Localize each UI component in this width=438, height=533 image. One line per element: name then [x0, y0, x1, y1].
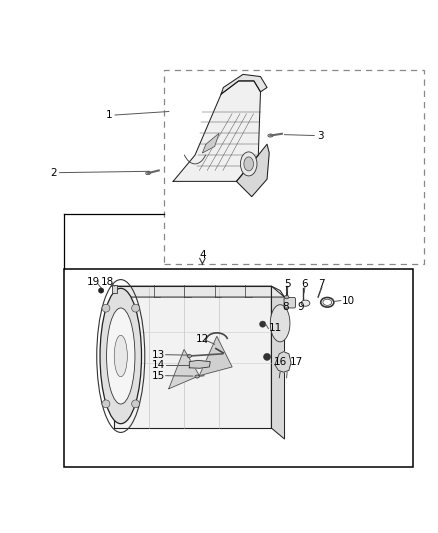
Bar [112, 285, 117, 293]
Polygon shape [275, 352, 291, 372]
Text: 14: 14 [152, 360, 166, 370]
Ellipse shape [100, 288, 141, 424]
Circle shape [102, 400, 110, 408]
Circle shape [264, 353, 271, 360]
FancyBboxPatch shape [284, 297, 295, 308]
Polygon shape [173, 81, 261, 181]
Ellipse shape [323, 299, 332, 305]
Ellipse shape [285, 295, 289, 299]
Bar [164, 70, 424, 264]
Text: 15: 15 [152, 370, 166, 381]
Text: 11: 11 [269, 324, 283, 334]
Ellipse shape [244, 157, 254, 171]
Ellipse shape [301, 300, 310, 306]
Ellipse shape [187, 354, 191, 358]
Ellipse shape [268, 134, 273, 137]
Ellipse shape [270, 305, 290, 342]
Ellipse shape [146, 172, 151, 175]
Text: 8: 8 [283, 302, 289, 312]
Polygon shape [189, 360, 210, 368]
Text: 13: 13 [152, 350, 166, 360]
Text: 3: 3 [317, 131, 324, 141]
Ellipse shape [195, 375, 199, 378]
Circle shape [132, 304, 140, 312]
Text: 7: 7 [318, 279, 325, 289]
Text: 18: 18 [101, 277, 114, 287]
Polygon shape [199, 336, 232, 376]
Ellipse shape [114, 335, 127, 377]
Ellipse shape [106, 308, 135, 404]
Text: 17: 17 [290, 357, 303, 367]
Text: 1: 1 [106, 110, 112, 120]
Polygon shape [237, 144, 269, 197]
Circle shape [132, 400, 140, 408]
Polygon shape [112, 286, 285, 297]
Polygon shape [169, 350, 199, 389]
Text: 16: 16 [274, 357, 287, 367]
Text: 10: 10 [342, 296, 355, 305]
Circle shape [102, 304, 110, 312]
Text: 6: 6 [302, 279, 308, 289]
Text: 2: 2 [51, 168, 57, 177]
Text: 5: 5 [285, 279, 291, 289]
Text: 19: 19 [87, 277, 100, 287]
Text: 9: 9 [298, 302, 304, 312]
Polygon shape [272, 286, 285, 439]
Circle shape [260, 321, 266, 327]
Polygon shape [221, 75, 267, 94]
Polygon shape [202, 133, 219, 153]
Polygon shape [114, 286, 272, 428]
Bar [64, 269, 413, 467]
Text: 12: 12 [196, 334, 209, 344]
Ellipse shape [240, 152, 257, 176]
Circle shape [99, 288, 104, 293]
Text: 4: 4 [199, 249, 206, 260]
